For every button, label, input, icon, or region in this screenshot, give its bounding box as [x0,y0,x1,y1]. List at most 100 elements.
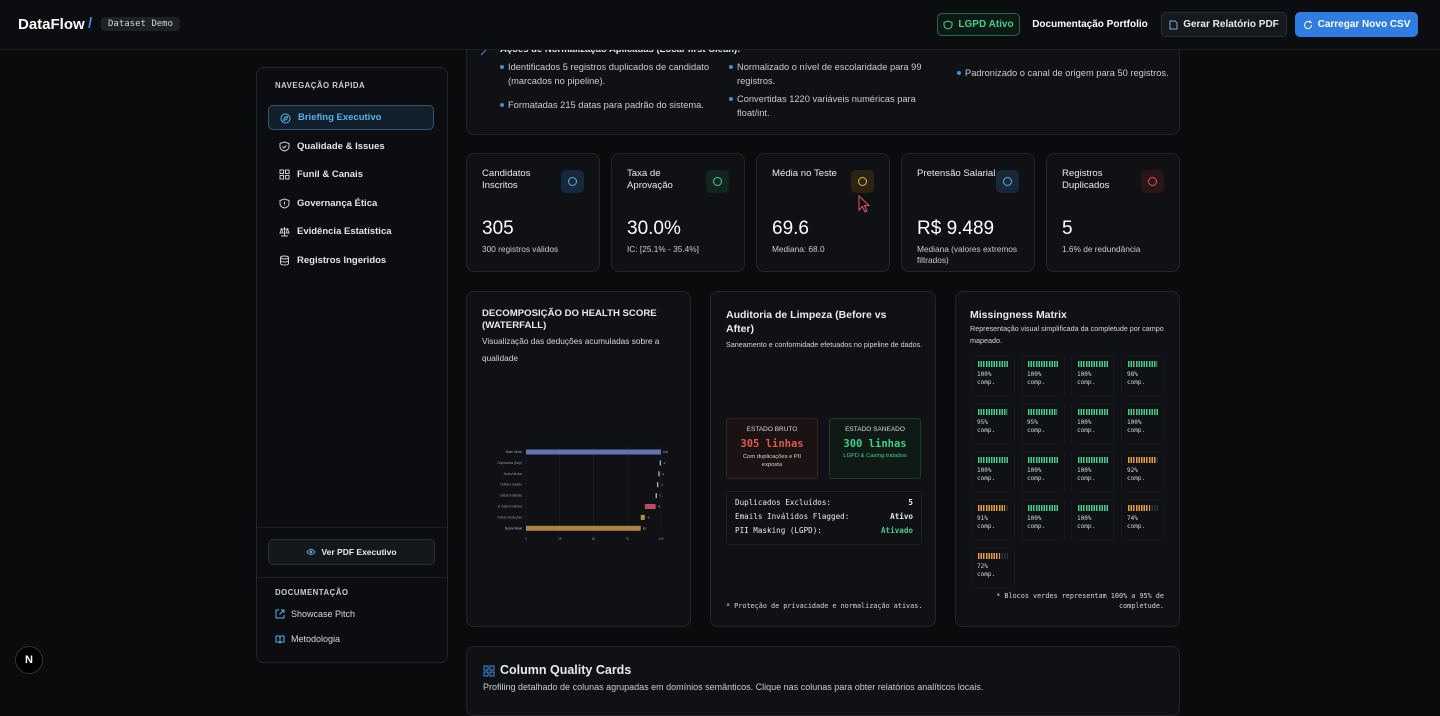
completeness-track [1128,361,1158,367]
doc-link[interactable]: Showcase Pitch [275,609,355,619]
nav-label: Registros Ingeridos [297,255,387,266]
completeness-bar [978,409,1007,415]
upload-button[interactable]: Carregar Novo CSV [1295,12,1418,37]
nav-label: Funil & Canais [297,169,363,180]
docs-title: DOCUMENTAÇÃO [275,588,349,597]
completeness-label: 95% [977,419,988,426]
kpi-card: Candidatos Inscritos 305 300 registros vál… [466,153,600,272]
completeness-track [1078,409,1108,415]
value-label: -1 [659,494,662,498]
matrix-cell: 98% comp. [1121,355,1165,397]
completeness-bar [1078,409,1108,415]
nav-label: Qualidade & Issues [297,141,385,152]
refresh-icon [1303,20,1312,29]
element [483,665,489,671]
column-quality-card: Column Quality Cards Profiling detalhado… [466,646,1180,716]
category-label: Base Inicial [506,450,523,454]
audit-panel: Auditoria de Limpeza (Before vs After) S… [710,291,936,627]
waterfall-bar [659,460,661,466]
category-label: Duplicados (Dup) [497,461,522,465]
matrix-cell: 72% comp. [971,547,1015,589]
nav-item[interactable]: Funil & Canais [268,162,434,187]
pdf-button[interactable]: Ver PDF Executivo [268,539,435,565]
row-value: Ativado [880,526,913,535]
nav-item[interactable]: Evidência Estatística [268,219,434,244]
report-button[interactable]: Gerar Relatório PDF [1161,12,1287,37]
icon [1148,177,1157,186]
box-note: Com duplicações e PII exposta [743,454,801,468]
completeness-bar [1128,505,1151,511]
divider [257,577,447,578]
value-label: -1 [663,461,666,465]
completeness-label: 72% [977,563,988,570]
doc-link[interactable]: Metodologia [275,634,340,644]
completeness-unit: comp. [977,475,996,482]
panel-footnote: * Proteção de privacidade e normalização… [726,602,923,610]
completeness-bar [1078,505,1108,511]
lgpd-badge[interactable]: LGPD Ativo [937,13,1020,36]
waterfall-bar [655,493,657,499]
value-label: -1 [660,483,663,487]
waterfall-bar [526,449,661,455]
kpi-label: Registros Duplicados [1062,168,1110,191]
completeness-bar [1128,409,1158,415]
kpi-value: 69.6 [772,218,809,239]
kpi-note: 1.6% de redundância [1062,244,1141,254]
docs-button[interactable]: Documentação Portfolio [1030,13,1150,36]
completeness-unit: comp. [1127,379,1146,386]
icon-shape [1003,177,1012,186]
completeness-label: 100% [1077,419,1092,426]
category-label: Nulos/Vazios [504,472,523,476]
page: Ações de Normalização Aplicadas (Local-f… [0,12,1440,716]
box-value: 305 linhas [740,438,804,450]
link-label: Showcase Pitch [291,609,356,619]
icon [1003,177,1012,186]
completeness-unit: comp. [1027,379,1046,386]
completeness-label: 100% [1077,467,1092,474]
nav-label: Briefing Executivo [298,112,382,123]
completeness-unit: comp. [1127,427,1146,434]
nav-item[interactable]: Qualidade & Issues [268,134,434,159]
value-label: -3 [647,515,650,519]
kpi-card: Pretensão Salarial R$ 9.489 Mediana (valor… [901,153,1035,272]
kpi-icon [706,170,729,193]
waterfall-panel: DECOMPOSIÇÃO DO HEALTH SCORE (WATERFALL)… [466,291,691,627]
icon-shape [1148,177,1157,186]
action-item: Padronizado o canal de origem para 50 re… [957,68,1169,78]
kpi-card: Taxa de Aprovação 30.0% IC: [25.1% - 35.4%… [611,153,745,272]
badge-label: N [25,654,33,666]
element [280,255,289,260]
x-tick-label: 75 [625,537,629,541]
row-value: 5 [908,498,913,507]
brand[interactable]: DataFlow [18,16,85,33]
kpi-value: 30.0% [627,218,681,239]
completeness-label: 91% [977,515,988,522]
element [285,169,290,174]
completeness-unit: comp. [1077,379,1096,386]
completeness-bar [1028,505,1058,511]
completeness-bar [978,553,1000,559]
kpi-card: Média no Teste 69.6 Mediana: 68.0 [756,153,890,272]
dev-badge[interactable]: N [15,646,43,674]
x-tick-label: 100 [658,537,664,541]
matrix-cell: 95% comp. [1021,403,1065,445]
completeness-track [1028,505,1058,511]
matrix-cell: 100% comp. [1071,451,1115,493]
element [275,609,285,619]
kpi-value: R$ 9.489 [917,218,995,239]
missingness-panel: Missingness Matrix Representação visual … [955,291,1180,627]
panel-footnote: * Blocos verdes representam 100% a 95% d… [996,592,1164,610]
completeness-label: 95% [1027,419,1038,426]
nav-item[interactable]: Registros Ingeridos [268,248,434,273]
completeness-label: 92% [1127,467,1138,474]
completeness-unit: comp. [977,523,996,530]
nav-item-active[interactable]: Briefing Executivo [268,105,434,130]
element [858,195,871,213]
x-tick-label: 0 [525,537,527,541]
completeness-bar [1128,457,1156,463]
element [279,169,284,174]
nav-item[interactable]: Governança Ética [268,191,434,216]
book-icon [275,635,285,644]
completeness-unit: comp. [1077,427,1096,434]
waterfall-bar [644,504,656,509]
